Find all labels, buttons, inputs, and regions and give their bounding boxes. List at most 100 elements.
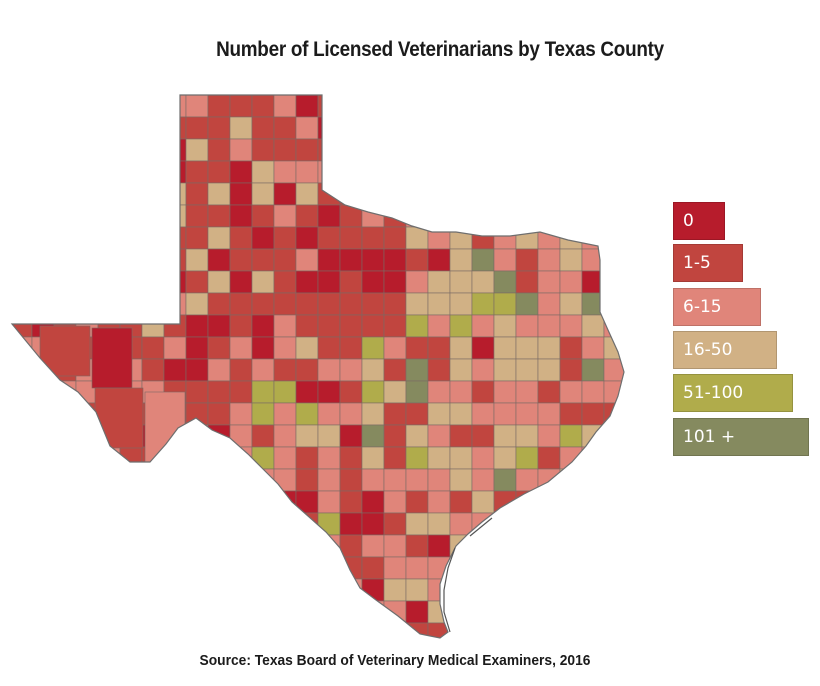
county-region	[251, 314, 275, 338]
county-region	[339, 248, 363, 272]
county-region	[559, 446, 583, 470]
county-region	[53, 556, 77, 580]
county-region	[273, 182, 297, 206]
county-region	[163, 578, 187, 602]
county-region	[449, 512, 473, 536]
county-region	[53, 600, 77, 624]
county-region	[493, 358, 517, 382]
county-region	[53, 95, 77, 118]
county-region	[229, 292, 253, 316]
county-region	[471, 204, 495, 228]
county-region	[515, 270, 539, 294]
county-region	[339, 578, 363, 602]
county-region	[515, 534, 539, 558]
county-region	[185, 556, 209, 580]
county-region	[12, 116, 33, 140]
county-region	[75, 402, 99, 426]
county-region	[185, 160, 209, 184]
county-region	[12, 204, 33, 228]
county-region	[75, 248, 99, 272]
county-region	[53, 578, 77, 602]
county-region	[493, 380, 517, 404]
county-region	[31, 556, 55, 580]
county-region	[97, 204, 121, 228]
county-region	[53, 446, 77, 470]
county-region	[31, 182, 55, 206]
county-region	[295, 226, 319, 250]
county-region	[185, 248, 209, 272]
county-region	[273, 160, 297, 184]
county-region	[537, 358, 561, 382]
legend-label: 16-50	[683, 340, 733, 360]
county-region	[207, 512, 231, 536]
county-region	[603, 424, 624, 448]
county-region	[317, 468, 341, 492]
county-region	[295, 402, 319, 426]
county-region	[515, 556, 539, 580]
county-region	[471, 402, 495, 426]
county-region	[141, 314, 165, 338]
county-region	[603, 182, 624, 206]
county-region	[295, 160, 319, 184]
county-region	[493, 468, 517, 492]
county-region	[493, 116, 517, 140]
county-region	[295, 138, 319, 162]
county-region	[97, 292, 121, 316]
county-region	[427, 578, 451, 602]
county-region	[141, 292, 165, 316]
county-region	[141, 270, 165, 294]
county-region	[317, 292, 341, 316]
county-region	[383, 446, 407, 470]
county-region	[75, 468, 99, 492]
county-region	[339, 204, 363, 228]
county-region	[515, 468, 539, 492]
county-region	[383, 380, 407, 404]
legend-label: 1-5	[683, 253, 711, 273]
county-region	[12, 424, 33, 448]
county-region	[295, 490, 319, 514]
county-region	[75, 226, 99, 250]
county-region	[75, 116, 99, 140]
county-region	[361, 95, 385, 118]
county-region	[361, 380, 385, 404]
county-region	[251, 160, 275, 184]
county-region	[207, 534, 231, 558]
county-region	[493, 512, 517, 536]
county-region	[449, 226, 473, 250]
county-region	[383, 270, 407, 294]
county-region	[581, 468, 605, 492]
county-region	[603, 204, 624, 228]
county-region	[141, 226, 165, 250]
county-region	[405, 270, 429, 294]
county-region	[251, 534, 275, 558]
county-region	[273, 622, 297, 638]
county-region	[251, 270, 275, 294]
county-region	[141, 358, 165, 382]
county-region	[229, 446, 253, 470]
county-region	[515, 182, 539, 206]
county-region	[141, 116, 165, 140]
county-region	[603, 270, 624, 294]
county-region	[383, 622, 407, 638]
county-region	[603, 556, 624, 580]
county-region	[361, 490, 385, 514]
county-region	[559, 556, 583, 580]
county-region	[31, 600, 55, 624]
county-region	[339, 314, 363, 338]
county-region	[97, 556, 121, 580]
county-region	[449, 380, 473, 404]
county-region	[295, 116, 319, 140]
county-region	[339, 468, 363, 492]
legend-item-1-5: 1-5	[673, 244, 743, 282]
county-region	[339, 160, 363, 184]
county-region	[471, 446, 495, 470]
county-region	[405, 95, 429, 118]
county-region	[207, 292, 231, 316]
county-region	[515, 248, 539, 272]
county-region	[185, 424, 209, 448]
county-region	[581, 600, 605, 624]
county-region	[163, 248, 187, 272]
county-region	[361, 160, 385, 184]
county-region	[163, 600, 187, 624]
county-region	[339, 534, 363, 558]
